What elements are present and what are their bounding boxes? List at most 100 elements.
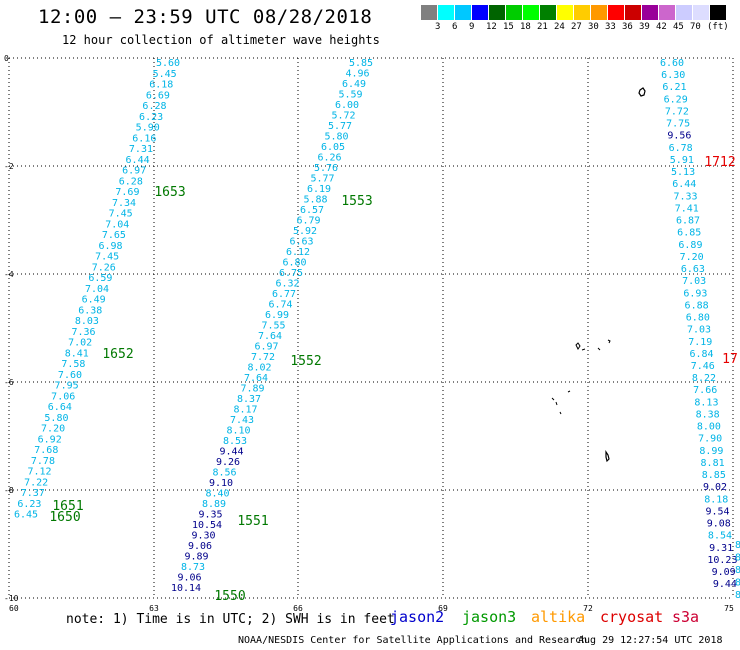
track-2-value: 6.05 bbox=[321, 142, 345, 153]
track-1-value: 6.97 bbox=[122, 166, 146, 177]
track-2-value: 8.17 bbox=[233, 405, 257, 416]
track-1-value: 7.04 bbox=[85, 284, 109, 295]
track-1-value: 7.45 bbox=[95, 252, 119, 263]
satellite-name: jason3 bbox=[462, 608, 517, 626]
track-2-value: 8.40 bbox=[205, 489, 229, 500]
track-1-value: 7.26 bbox=[92, 262, 116, 273]
track-1-value: 7.45 bbox=[109, 209, 133, 220]
map-grid bbox=[8, 57, 734, 599]
island-2 bbox=[575, 339, 611, 351]
track-2-value: 6.49 bbox=[342, 79, 366, 90]
pass-label: 1653 bbox=[154, 185, 185, 200]
track-3-value: 6.85 bbox=[677, 228, 701, 239]
track-1-value: 6.69 bbox=[146, 90, 170, 101]
track-2-value: 7.64 bbox=[258, 331, 282, 342]
track-2-value: 6.74 bbox=[268, 300, 292, 311]
track-1-value: 7.37 bbox=[21, 488, 45, 499]
y-tick-label: -6 bbox=[4, 378, 14, 387]
track-2-value: 9.26 bbox=[216, 457, 240, 468]
track-2-value: 7.43 bbox=[230, 415, 254, 426]
track-1-value: 7.78 bbox=[31, 456, 55, 467]
legend-swatch bbox=[472, 5, 489, 20]
legend-swatch bbox=[625, 5, 642, 20]
track-2-value: 6.63 bbox=[289, 237, 313, 248]
island-3 bbox=[551, 390, 571, 415]
track-2-value: 5.85 bbox=[349, 58, 373, 69]
pass-label: 1712 bbox=[704, 155, 735, 170]
track-2-value: 6.79 bbox=[296, 216, 320, 227]
track-1-value: 5.45 bbox=[153, 69, 177, 80]
track-1-value: 5.60 bbox=[156, 58, 180, 69]
track-3-value: 7.33 bbox=[673, 191, 697, 202]
track-1-value: 6.28 bbox=[142, 101, 166, 112]
track-1-value: 6.45 bbox=[14, 510, 38, 521]
track-3-value: 6.78 bbox=[669, 143, 693, 154]
track-2-value: 6.12 bbox=[286, 247, 310, 258]
track-1-value: 6.92 bbox=[38, 434, 62, 445]
footer-note: note: 1) Time is in UTC; 2) SWH is in fe… bbox=[66, 612, 395, 627]
legend-label: 45 bbox=[673, 22, 684, 32]
legend-label: 15 bbox=[503, 22, 514, 32]
track-3-value: 8.99 bbox=[699, 446, 723, 457]
island-1 bbox=[638, 87, 646, 97]
track-2-value: 8.10 bbox=[226, 426, 250, 437]
track-3-value: 8.54 bbox=[708, 531, 732, 542]
track-1-value: 7.31 bbox=[129, 144, 153, 155]
track-2-value: 6.80 bbox=[282, 258, 306, 269]
track-1-value: 7.04 bbox=[105, 219, 129, 230]
track-2-value: 7.89 bbox=[240, 384, 264, 395]
legend-swatch bbox=[523, 5, 540, 20]
legend-swatch bbox=[659, 5, 676, 20]
track-1-value: 7.12 bbox=[28, 467, 52, 478]
track-3-value: 6.84 bbox=[689, 349, 713, 360]
legend-swatch bbox=[574, 5, 591, 20]
track-3-value: 8.13 bbox=[694, 397, 718, 408]
legend-label: 70 bbox=[690, 22, 701, 32]
legend-label: 12 bbox=[486, 22, 497, 32]
track-1-value: 7.20 bbox=[41, 424, 65, 435]
track-3-value: 10.23 bbox=[707, 555, 737, 566]
track-1-value: 7.02 bbox=[68, 338, 92, 349]
track-3-value: 6.29 bbox=[664, 94, 688, 105]
map-title: 12:00 – 23:59 UTC 08/28/2018 bbox=[38, 6, 373, 28]
y-tick-label: -10 bbox=[4, 594, 19, 603]
track-2-value: 5.80 bbox=[324, 132, 348, 143]
track-2-value: 9.44 bbox=[219, 447, 243, 458]
legend-swatch bbox=[438, 5, 455, 20]
legend-label: 3 bbox=[435, 22, 441, 32]
track-1-value: 6.16 bbox=[132, 133, 156, 144]
track-1-value: 6.23 bbox=[17, 499, 41, 510]
track-2-value: 8.53 bbox=[223, 436, 247, 447]
track-3-value: 6.44 bbox=[672, 179, 696, 190]
track-1-value: 6.23 bbox=[139, 112, 163, 123]
map-subtitle: 12 hour collection of altimeter wave hei… bbox=[62, 33, 380, 47]
track-3-value: 5.91 bbox=[670, 155, 694, 166]
legend-label: 24 bbox=[554, 22, 565, 32]
track-3-value: 6.88 bbox=[685, 300, 709, 311]
satellite-name: jason2 bbox=[390, 608, 445, 626]
legend-label: 18 bbox=[520, 22, 531, 32]
x-tick-label: 63 bbox=[149, 604, 159, 613]
track-3-value: 7.20 bbox=[680, 252, 704, 263]
track-3-value: 6.87 bbox=[676, 216, 700, 227]
track-1-value: 7.68 bbox=[34, 445, 58, 456]
track-2-value: 9.35 bbox=[198, 510, 222, 521]
track-3-value: 5.13 bbox=[671, 167, 695, 178]
track-2-value: 6.26 bbox=[317, 153, 341, 164]
track-3-value: 6.63 bbox=[681, 264, 705, 275]
legend-label: 30 bbox=[588, 22, 599, 32]
satellite-name: altika bbox=[531, 608, 586, 626]
track-3-value: 9.44 bbox=[713, 579, 737, 590]
track-3-value: 8.85 bbox=[702, 470, 726, 481]
legend-swatch bbox=[421, 5, 438, 20]
track-3-value: 6.21 bbox=[662, 82, 686, 93]
track-1-value: 7.69 bbox=[115, 187, 139, 198]
legend-label: 42 bbox=[656, 22, 667, 32]
track-3-value: 8.81 bbox=[701, 458, 725, 469]
altimeter-tracks: 5.605.456.186.696.286.235.906.167.316.44… bbox=[14, 58, 740, 601]
track-3-value: 6.60 bbox=[660, 58, 684, 69]
track-2-value: 8.56 bbox=[212, 468, 236, 479]
legend-label: 33 bbox=[605, 22, 616, 32]
track-1-value: 6.44 bbox=[126, 155, 150, 166]
